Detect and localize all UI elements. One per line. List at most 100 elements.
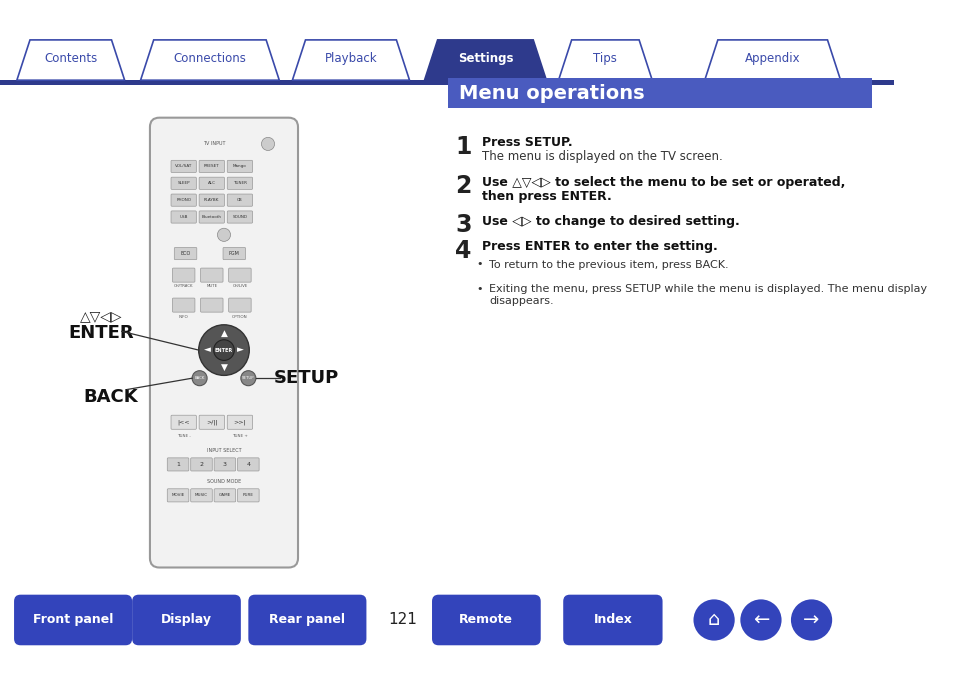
FancyBboxPatch shape — [199, 160, 224, 172]
Text: ▼: ▼ — [220, 363, 227, 371]
Circle shape — [740, 600, 781, 641]
Text: 4: 4 — [246, 462, 250, 467]
Text: SOUND: SOUND — [233, 215, 247, 219]
FancyBboxPatch shape — [227, 415, 253, 429]
Text: CH/LIVE: CH/LIVE — [232, 285, 247, 288]
FancyBboxPatch shape — [227, 177, 253, 189]
FancyBboxPatch shape — [227, 160, 253, 172]
FancyBboxPatch shape — [14, 595, 132, 645]
Text: Use △▽◁▷ to select the menu to be set or operated,: Use △▽◁▷ to select the menu to be set or… — [481, 176, 844, 189]
Text: MUSIC: MUSIC — [194, 493, 208, 497]
Text: MOVIE: MOVIE — [172, 493, 185, 497]
Text: CH/TRACK: CH/TRACK — [173, 285, 193, 288]
FancyBboxPatch shape — [237, 489, 259, 502]
Polygon shape — [140, 40, 279, 80]
FancyBboxPatch shape — [172, 298, 194, 312]
Text: 3: 3 — [223, 462, 227, 467]
Text: Use ◁▷ to change to desired setting.: Use ◁▷ to change to desired setting. — [481, 215, 739, 228]
Circle shape — [192, 371, 207, 386]
Text: TUNE -: TUNE - — [176, 434, 191, 438]
FancyBboxPatch shape — [229, 268, 251, 282]
Text: MUTE: MUTE — [206, 285, 217, 288]
Text: Remote: Remote — [459, 614, 513, 627]
Text: SETUP: SETUP — [242, 376, 254, 380]
Text: ►: ► — [237, 346, 244, 355]
FancyBboxPatch shape — [167, 458, 189, 471]
FancyBboxPatch shape — [432, 595, 540, 645]
Text: then press ENTER.: then press ENTER. — [481, 190, 611, 203]
Text: △▽◁▷: △▽◁▷ — [80, 310, 122, 323]
FancyBboxPatch shape — [200, 298, 223, 312]
FancyBboxPatch shape — [171, 177, 196, 189]
Text: Index: Index — [593, 614, 632, 627]
Circle shape — [213, 340, 234, 361]
FancyBboxPatch shape — [171, 211, 196, 223]
FancyBboxPatch shape — [562, 595, 662, 645]
Text: 121: 121 — [388, 612, 417, 627]
Text: Contents: Contents — [44, 52, 97, 65]
Text: Connections: Connections — [173, 52, 246, 65]
Text: CB: CB — [236, 198, 242, 202]
Text: USB: USB — [179, 215, 188, 219]
Text: Front panel: Front panel — [32, 614, 113, 627]
Text: ⌂: ⌂ — [707, 610, 720, 629]
Text: ←: ← — [752, 610, 768, 629]
Text: |<<: |<< — [177, 419, 190, 425]
Circle shape — [217, 228, 231, 242]
FancyBboxPatch shape — [171, 415, 196, 429]
FancyBboxPatch shape — [171, 194, 196, 206]
Text: GAME: GAME — [218, 493, 231, 497]
Text: PRESET: PRESET — [204, 164, 219, 168]
Polygon shape — [292, 40, 409, 80]
Circle shape — [240, 371, 255, 386]
FancyBboxPatch shape — [132, 595, 240, 645]
FancyBboxPatch shape — [237, 458, 259, 471]
FancyBboxPatch shape — [174, 248, 196, 260]
Text: SETUP: SETUP — [274, 369, 338, 387]
Text: SLEEP: SLEEP — [177, 181, 190, 185]
Text: ENTER: ENTER — [69, 324, 133, 342]
FancyBboxPatch shape — [199, 177, 224, 189]
Text: ENTER: ENTER — [214, 347, 233, 353]
Text: ALC: ALC — [208, 181, 215, 185]
Text: Display: Display — [161, 614, 212, 627]
Text: INFO: INFO — [178, 315, 189, 319]
Polygon shape — [704, 40, 840, 80]
Text: BACK: BACK — [83, 388, 138, 406]
Text: ◄: ◄ — [203, 346, 211, 355]
Text: Mango: Mango — [233, 164, 247, 168]
Text: Settings: Settings — [457, 52, 513, 65]
Text: ▲: ▲ — [220, 328, 227, 338]
FancyBboxPatch shape — [167, 489, 189, 502]
FancyBboxPatch shape — [171, 160, 196, 172]
FancyBboxPatch shape — [227, 211, 253, 223]
Polygon shape — [558, 40, 652, 80]
Circle shape — [693, 600, 734, 641]
Bar — [0, 80, 893, 85]
FancyBboxPatch shape — [213, 458, 235, 471]
Text: 1: 1 — [455, 135, 472, 159]
Text: BACK: BACK — [194, 376, 205, 380]
Circle shape — [790, 600, 831, 641]
Text: Tips: Tips — [593, 52, 617, 65]
Text: PURE: PURE — [243, 493, 253, 497]
Circle shape — [198, 325, 249, 376]
FancyBboxPatch shape — [172, 268, 194, 282]
FancyBboxPatch shape — [229, 298, 251, 312]
FancyBboxPatch shape — [200, 268, 223, 282]
Text: 2: 2 — [199, 462, 203, 467]
FancyBboxPatch shape — [223, 248, 245, 260]
FancyBboxPatch shape — [199, 211, 224, 223]
Polygon shape — [17, 40, 125, 80]
Text: Playback: Playback — [324, 52, 376, 65]
Text: ECO: ECO — [180, 251, 191, 256]
Text: 4: 4 — [455, 238, 472, 262]
Text: VOL/SAT: VOL/SAT — [174, 164, 193, 168]
Text: Press ENTER to enter the setting.: Press ENTER to enter the setting. — [481, 240, 717, 254]
Text: Appendix: Appendix — [744, 52, 800, 65]
Text: 3: 3 — [455, 213, 472, 238]
Text: •: • — [476, 283, 482, 293]
FancyBboxPatch shape — [199, 194, 224, 206]
FancyBboxPatch shape — [227, 194, 253, 206]
Text: SOUND MODE: SOUND MODE — [207, 479, 241, 484]
